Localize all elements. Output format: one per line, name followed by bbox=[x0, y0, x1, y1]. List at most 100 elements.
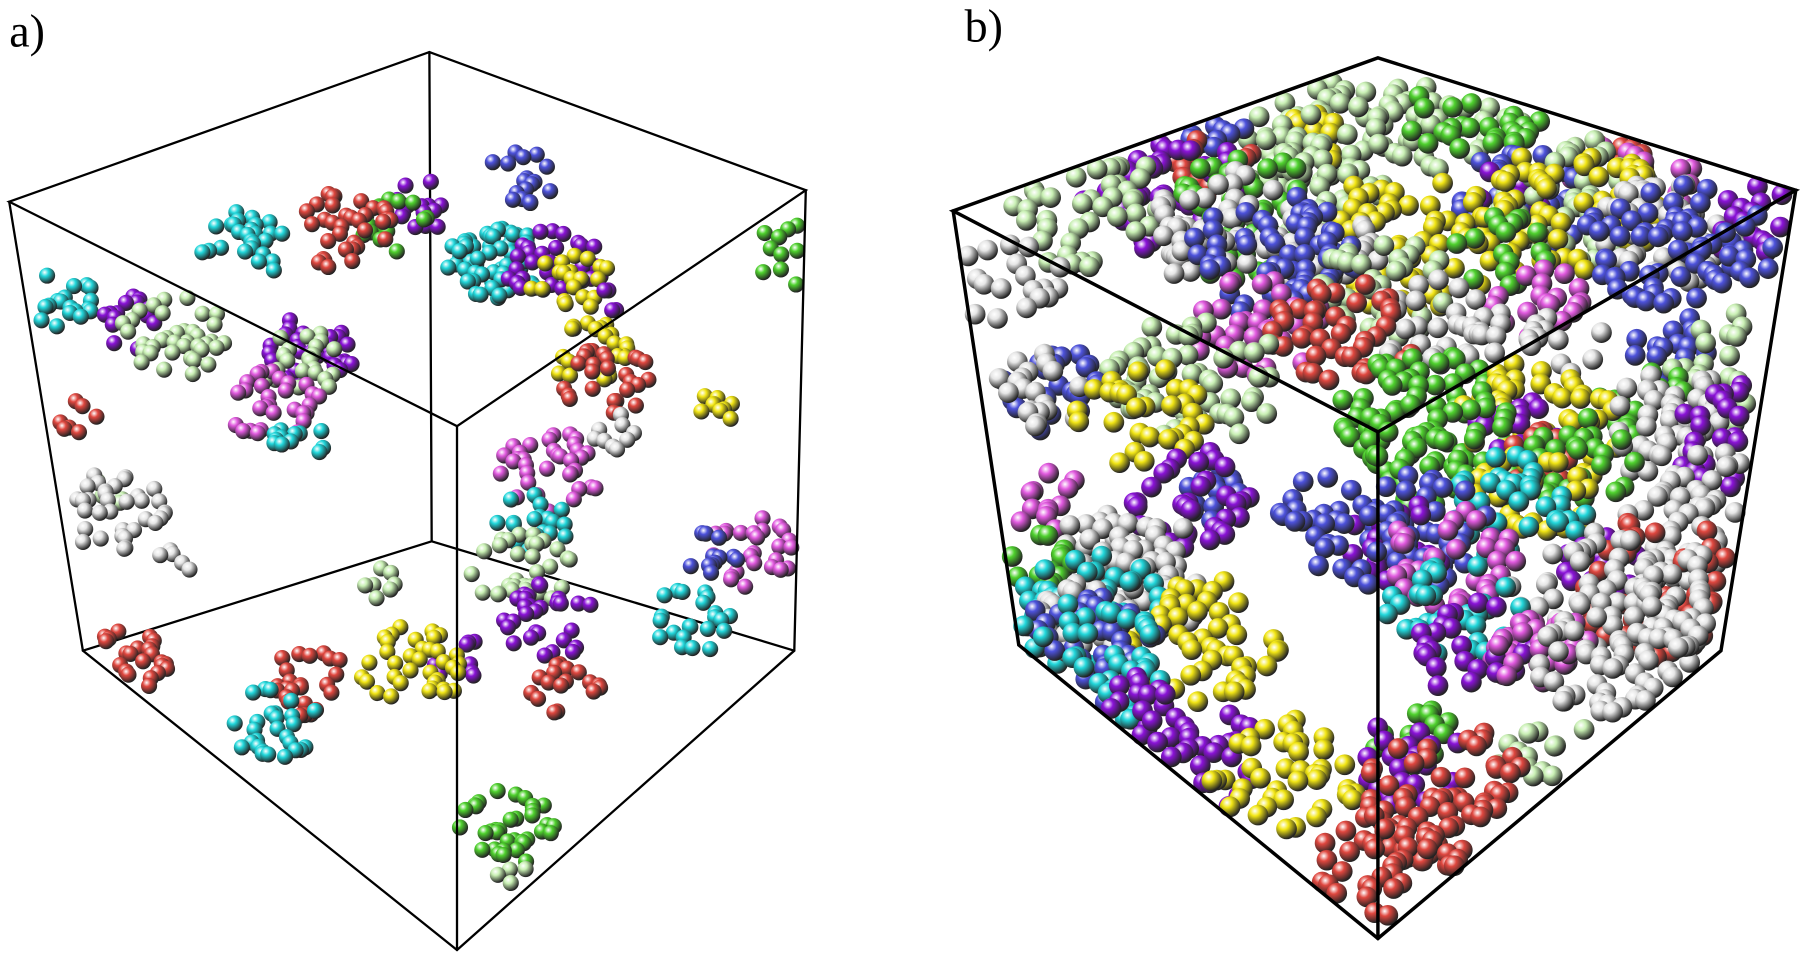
particle bbox=[1161, 395, 1182, 416]
particle bbox=[1437, 519, 1459, 541]
particle bbox=[773, 246, 790, 263]
particle bbox=[320, 258, 337, 276]
particle bbox=[1696, 520, 1718, 542]
cluster bbox=[652, 582, 739, 658]
particle bbox=[1661, 563, 1683, 585]
particle bbox=[1503, 353, 1525, 375]
particle bbox=[1662, 666, 1683, 688]
particle bbox=[695, 594, 712, 611]
cluster bbox=[1066, 359, 1215, 474]
particle bbox=[1116, 609, 1138, 630]
particle bbox=[1190, 475, 1212, 497]
particle bbox=[184, 365, 201, 383]
particle bbox=[1010, 511, 1032, 532]
particle bbox=[1518, 722, 1540, 744]
particle bbox=[1495, 576, 1517, 598]
particle bbox=[1172, 517, 1194, 539]
particle bbox=[245, 684, 262, 701]
particle bbox=[1214, 456, 1236, 478]
particle bbox=[1139, 426, 1161, 448]
particle bbox=[1302, 362, 1324, 384]
cluster bbox=[957, 234, 1071, 329]
particle bbox=[1648, 628, 1670, 650]
particle bbox=[1547, 329, 1569, 351]
particle bbox=[1373, 235, 1395, 256]
particle bbox=[1602, 701, 1624, 723]
particle bbox=[273, 436, 290, 453]
particle bbox=[1635, 690, 1656, 711]
particle bbox=[70, 424, 88, 441]
particle bbox=[457, 801, 474, 819]
particle bbox=[1256, 655, 1278, 677]
particle bbox=[1276, 818, 1297, 840]
particle bbox=[1459, 117, 1481, 139]
particle bbox=[1347, 96, 1369, 118]
particle bbox=[1147, 731, 1168, 753]
particle bbox=[1718, 245, 1740, 267]
particle bbox=[772, 561, 789, 578]
cube-front-edges bbox=[948, 56, 1801, 941]
particle bbox=[499, 619, 517, 636]
particle bbox=[194, 244, 211, 261]
particle bbox=[265, 262, 282, 279]
particle bbox=[555, 632, 572, 649]
particle bbox=[1762, 237, 1784, 258]
particle bbox=[619, 431, 636, 448]
particle bbox=[1187, 601, 1208, 622]
particle bbox=[737, 578, 754, 595]
particle bbox=[1485, 447, 1507, 468]
particle bbox=[1266, 641, 1288, 662]
particle bbox=[697, 525, 714, 542]
particle bbox=[606, 393, 623, 410]
particle bbox=[1465, 615, 1487, 636]
particle bbox=[555, 225, 572, 243]
particle bbox=[301, 647, 318, 664]
particle bbox=[1467, 556, 1488, 577]
particle bbox=[1219, 796, 1241, 818]
particle bbox=[106, 335, 123, 352]
cluster bbox=[523, 247, 616, 315]
particle bbox=[1644, 522, 1666, 544]
particle bbox=[1365, 118, 1387, 139]
particle bbox=[1330, 323, 1352, 345]
particle bbox=[728, 551, 746, 568]
particle bbox=[1100, 602, 1122, 624]
particle bbox=[294, 363, 311, 380]
particle bbox=[1155, 359, 1176, 380]
particle bbox=[1292, 471, 1314, 493]
particle bbox=[1470, 806, 1491, 828]
particle bbox=[1621, 210, 1642, 232]
particle bbox=[331, 652, 348, 669]
particle bbox=[185, 352, 202, 369]
particle bbox=[746, 555, 763, 572]
particle bbox=[1575, 504, 1597, 526]
particle bbox=[1235, 201, 1257, 223]
particle bbox=[542, 183, 559, 200]
particle bbox=[1422, 216, 1444, 238]
particle bbox=[1518, 516, 1540, 538]
particle bbox=[1630, 226, 1652, 247]
particle bbox=[682, 558, 699, 575]
particle bbox=[1413, 97, 1435, 119]
particle bbox=[1184, 227, 1205, 249]
particle bbox=[331, 225, 348, 242]
particle bbox=[1208, 174, 1229, 195]
particle bbox=[233, 739, 250, 756]
particle bbox=[1770, 216, 1791, 238]
particle bbox=[1077, 623, 1099, 644]
particle bbox=[584, 363, 601, 380]
particle bbox=[1586, 606, 1608, 628]
particle bbox=[1574, 259, 1595, 281]
particle bbox=[1034, 559, 1056, 580]
particle bbox=[532, 223, 549, 240]
particle bbox=[463, 565, 480, 583]
particle bbox=[436, 684, 453, 701]
particle bbox=[357, 577, 374, 594]
particle bbox=[1651, 445, 1673, 467]
particle bbox=[1153, 462, 1175, 484]
particle bbox=[1180, 499, 1202, 521]
particle bbox=[1248, 106, 1270, 128]
particle bbox=[614, 416, 631, 434]
particle bbox=[1449, 138, 1471, 159]
cluster bbox=[484, 144, 559, 212]
